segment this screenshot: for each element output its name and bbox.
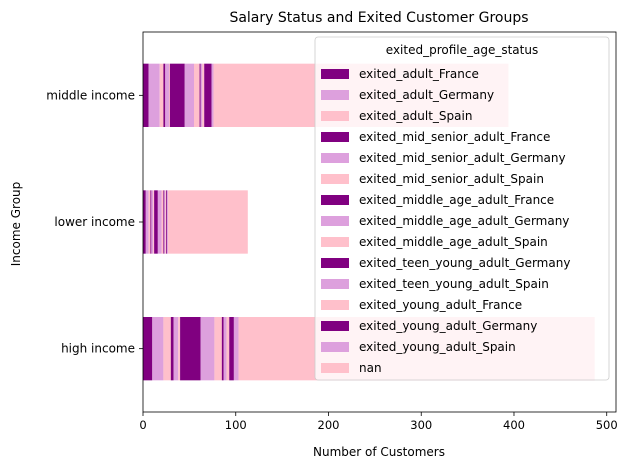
bar-segment-lower-income-13 — [167, 190, 169, 254]
bar-segment-lower-income-12 — [166, 190, 168, 254]
bar-segment-high-income-8 — [214, 317, 222, 381]
y-tick-label: middle income — [46, 88, 135, 102]
legend-entry-label: exited_teen_young_adult_Germany — [359, 256, 570, 270]
x-tick-label: 100 — [225, 418, 247, 432]
bar-segment-lower-income-6 — [154, 190, 158, 254]
bar-segment-lower-income-1 — [145, 190, 149, 254]
legend-entry-label: exited_middle_age_adult_Germany — [359, 214, 569, 228]
bar-segment-high-income-5 — [178, 317, 181, 381]
bar-segment-middle-income-5 — [168, 63, 170, 127]
chart-title: Salary Status and Exited Customer Groups — [229, 10, 528, 26]
bar-segment-middle-income-0 — [143, 63, 149, 127]
bar-segment-lower-income-8 — [161, 190, 164, 254]
bar-segment-middle-income-7 — [184, 63, 195, 127]
bar-segment-lower-income-11 — [165, 190, 167, 254]
bar-segment-lower-income-14 — [168, 190, 248, 254]
bar-segment-lower-income-3 — [150, 190, 152, 254]
bar-segment-lower-income-7 — [157, 190, 162, 254]
legend-swatch — [321, 363, 349, 373]
legend-entry-label: exited_young_adult_France — [359, 298, 522, 312]
legend-swatch — [321, 237, 349, 247]
legend-entry-label: exited_middle_age_adult_Spain — [359, 235, 548, 249]
x-tick-label: 0 — [139, 418, 146, 432]
bar-segment-lower-income-4 — [151, 190, 154, 254]
bar-segment-lower-income-10 — [164, 190, 166, 254]
bar-segment-lower-income-2 — [148, 190, 151, 254]
bar-segment-middle-income-8 — [194, 63, 200, 127]
legend-entry-label: exited_teen_young_adult_Spain — [359, 277, 549, 291]
legend-entry-label: exited_adult_Germany — [359, 88, 494, 102]
legend-swatch — [321, 342, 349, 352]
legend: exited_profile_age_status exited_adult_Fr… — [314, 36, 610, 381]
bar-segment-middle-income-1 — [148, 63, 160, 127]
x-tick-label: 500 — [596, 418, 618, 432]
bar-segment-high-income-11 — [226, 317, 230, 381]
bar-segment-high-income-10 — [223, 317, 227, 381]
bar-segment-middle-income-3 — [163, 63, 166, 127]
bar-segment-middle-income-2 — [159, 63, 164, 127]
bar-segment-middle-income-11 — [202, 63, 205, 127]
bar-segment-middle-income-6 — [169, 63, 185, 127]
x-axis-label: Number of Customers — [313, 445, 445, 459]
bar-segment-high-income-1 — [152, 317, 164, 381]
legend-swatch — [321, 195, 349, 205]
legend-swatch — [321, 300, 349, 310]
legend-swatch — [321, 279, 349, 289]
legend-swatch — [321, 153, 349, 163]
legend-entry-label: exited_middle_age_adult_France — [359, 193, 554, 207]
legend-entry-label: exited_mid_senior_adult_Spain — [359, 172, 544, 186]
legend-entry-label: exited_adult_France — [359, 67, 479, 81]
bar-segment-high-income-7 — [200, 317, 215, 381]
legend-swatch — [321, 132, 349, 142]
bar-segment-middle-income-4 — [165, 63, 169, 127]
legend-entry-label: exited_young_adult_Germany — [359, 319, 537, 333]
y-axis-label: Income Group — [9, 182, 23, 267]
legend-entry-label: exited_adult_Spain — [359, 109, 472, 123]
legend-swatch — [321, 216, 349, 226]
bar-segment-high-income-0 — [143, 317, 153, 381]
y-tick-label: high income — [61, 342, 135, 356]
bar-segment-lower-income-9 — [163, 190, 165, 254]
bar-segment-high-income-2 — [163, 317, 171, 381]
bar-segment-middle-income-12 — [204, 63, 212, 127]
bar-segment-high-income-13 — [233, 317, 239, 381]
legend-swatch — [321, 321, 349, 331]
x-tick-label: 300 — [410, 418, 432, 432]
x-tick-label: 200 — [318, 418, 340, 432]
axes-layer: 0 100 200 300 400 500 high income lower income m… — [46, 31, 618, 432]
legend-entry-label: exited_young_adult_Spain — [359, 340, 516, 354]
legend-swatch — [321, 90, 349, 100]
bar-segment-middle-income-13 — [211, 63, 214, 127]
legend-entry-label: exited_mid_senior_adult_France — [359, 130, 550, 144]
bar-segment-lower-income-5 — [153, 190, 155, 254]
bar-segment-lower-income-0 — [143, 190, 146, 254]
legend-swatch — [321, 174, 349, 184]
bar-segment-high-income-12 — [229, 317, 234, 381]
y-tick-label: lower income — [54, 215, 135, 229]
bar-segment-middle-income-9 — [199, 63, 201, 127]
bar-segment-middle-income-10 — [200, 63, 203, 127]
legend-title: exited_profile_age_status — [386, 43, 538, 57]
bar-segment-high-income-4 — [173, 317, 179, 381]
legend-entry-label: exited_mid_senior_adult_Germany — [359, 151, 566, 165]
legend-swatch — [321, 258, 349, 268]
bar-segment-high-income-3 — [170, 317, 174, 381]
bar-segment-high-income-6 — [180, 317, 201, 381]
legend-entry-label: nan — [359, 361, 382, 375]
bar-segment-high-income-9 — [221, 317, 224, 381]
legend-swatch — [321, 111, 349, 121]
legend-box — [314, 36, 610, 381]
legend-swatch — [321, 69, 349, 79]
x-tick-label: 400 — [503, 418, 525, 432]
